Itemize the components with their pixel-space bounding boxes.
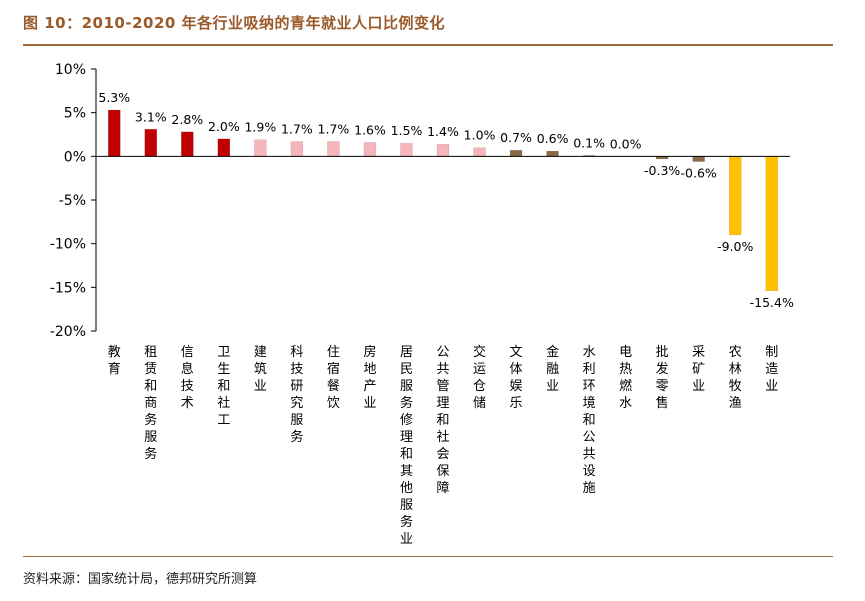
category-label: 住宿餐饮 <box>327 345 340 411</box>
category-label: 农林牧渔 <box>729 345 742 411</box>
category-labels: 教育 租赁和商务服务 信息技术 卫生和社工 建筑业 科技研究服务 住宿餐饮 房地产业 居民服务修… <box>108 344 778 547</box>
data-label: 1.0% <box>464 128 496 143</box>
category-label: 信息技术 <box>181 345 194 411</box>
source-divider <box>23 556 833 557</box>
category-label: 公共管理和社会保障 <box>436 345 449 496</box>
data-label: 1.6% <box>354 122 386 137</box>
data-label: 1.7% <box>281 121 313 136</box>
bar <box>546 150 559 157</box>
data-label: 5.3% <box>98 90 130 105</box>
bar <box>290 141 304 157</box>
data-labels: 5.3% 3.1% 2.8% 2.0% 1.9% 1.7% 1.7% 1.6% 1.5% 1.4%… <box>98 90 794 310</box>
bar <box>108 109 121 157</box>
data-label: 0.7% <box>500 130 532 145</box>
y-tick-label: 10% <box>55 62 86 78</box>
category-label: 制造业 <box>765 345 778 394</box>
data-label: 3.1% <box>135 109 167 124</box>
y-tick-label: -15% <box>50 280 86 296</box>
bar <box>473 147 486 157</box>
data-label: 0.1% <box>573 135 605 150</box>
bar <box>254 139 267 157</box>
data-label: 1.4% <box>427 124 459 139</box>
data-label: 0.0% <box>610 136 642 151</box>
bar <box>363 142 377 157</box>
figure-title: 图 10：2010-2020 年各行业吸纳的青年就业人口比例变化 <box>23 14 446 32</box>
axes-group <box>91 68 790 332</box>
category-label: 交运仓储 <box>473 344 486 411</box>
category-label: 水利环境和公共设施 <box>583 345 596 496</box>
category-label: 电热燃水 <box>619 345 632 411</box>
category-label: 科技研究服务 <box>290 345 303 445</box>
bar <box>144 129 158 157</box>
category-label: 教育 <box>108 344 121 377</box>
category-label: 金融业 <box>546 344 559 394</box>
bar <box>181 131 194 157</box>
y-tick-label: 0% <box>64 149 86 165</box>
category-label: 批发零售 <box>656 345 669 411</box>
bar <box>400 142 413 157</box>
bar <box>728 156 742 236</box>
category-label: 卫生和社工 <box>217 345 230 428</box>
figure-source: 资料来源：国家统计局，德邦研究所测算 <box>23 572 258 587</box>
data-label: 1.7% <box>318 121 350 136</box>
category-label: 房地产业 <box>363 344 376 411</box>
bar <box>217 138 231 157</box>
y-tick-label: -10% <box>50 237 86 253</box>
bar <box>327 141 340 157</box>
data-label: -0.3% <box>644 163 680 178</box>
data-label: 2.8% <box>171 112 203 127</box>
category-label: 文体娱乐 <box>510 345 523 411</box>
data-label: -15.4% <box>750 295 794 310</box>
y-tick-labels: 10% 5% 0% -5% -10% -15% -20% <box>50 62 86 340</box>
y-tick-label: -5% <box>59 193 86 209</box>
bar <box>765 156 778 292</box>
bar <box>436 143 450 157</box>
y-tick-label: 5% <box>64 106 86 122</box>
bar <box>509 149 523 157</box>
category-label: 租赁和商务服务 <box>144 345 157 462</box>
data-label: 0.6% <box>537 131 569 146</box>
y-tick-label: -20% <box>50 324 86 340</box>
data-label: 1.5% <box>391 123 423 138</box>
title-divider <box>23 44 833 46</box>
category-label: 建筑业 <box>254 345 267 394</box>
data-label: -0.6% <box>681 166 717 181</box>
data-label: -9.0% <box>717 239 753 254</box>
category-label: 居民服务修理和其他服务业 <box>400 345 413 547</box>
category-label: 采矿业 <box>692 345 705 394</box>
bar <box>692 156 705 162</box>
data-label: 1.9% <box>244 120 276 135</box>
data-label: 2.0% <box>208 119 240 134</box>
